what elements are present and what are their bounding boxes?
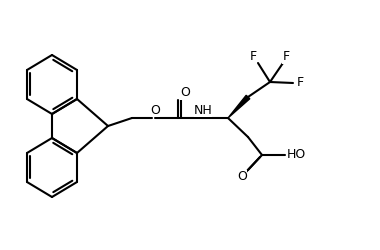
Polygon shape: [228, 95, 250, 118]
Text: F: F: [249, 50, 256, 64]
Text: O: O: [150, 104, 160, 117]
Text: HO: HO: [287, 148, 306, 162]
Text: O: O: [237, 170, 247, 182]
Text: NH: NH: [194, 104, 212, 117]
Text: F: F: [296, 76, 304, 90]
Text: F: F: [282, 50, 290, 64]
Text: O: O: [180, 86, 190, 100]
